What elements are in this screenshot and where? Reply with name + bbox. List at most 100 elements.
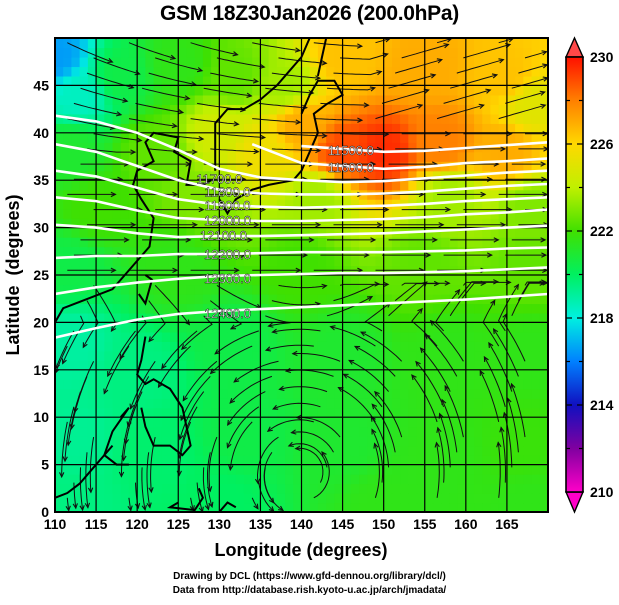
field-cell [63,474,73,485]
streamline-arrow [371,428,377,435]
streamline [488,342,513,392]
field-cell [359,104,368,115]
field-cell [219,38,229,49]
field-cell [326,256,335,267]
field-cell [235,312,245,323]
streamline [61,421,68,477]
field-cell [79,331,89,342]
field-cell [202,398,212,409]
field-cell [178,331,188,342]
field-cell [539,436,548,447]
field-cell [252,493,262,504]
field-cell [120,312,130,323]
field-cell [276,398,286,409]
field-cell [268,180,278,191]
field-cell [515,218,524,229]
field-cell [539,360,548,371]
field-cell [441,227,450,238]
field-cell [145,407,155,418]
field-cell [276,407,286,418]
streamline-arrow [291,350,298,357]
field-cell [293,388,303,399]
field-cell [227,132,237,143]
field-cell [104,113,114,124]
field-cell [268,170,278,181]
field-cell [317,284,327,295]
field-cell [178,502,188,512]
streamline [524,51,547,59]
field-cell [474,464,483,475]
field-cell [441,123,450,134]
field-cell [498,151,508,162]
field-cell [71,256,81,267]
field-cell [383,322,393,333]
streamline [196,482,203,512]
field-cell [71,493,81,504]
field-cell [268,350,278,361]
field-cell [317,180,327,191]
field-cell [424,66,434,77]
field-cell [350,445,360,456]
streamline-arrow [232,51,239,57]
field-cell [170,493,179,504]
field-cell [194,170,204,181]
field-cell [96,341,105,352]
field-cell [490,350,500,361]
field-cell [235,331,245,342]
field-cell [186,312,196,323]
field-cell [260,426,270,437]
field-cell [449,474,459,485]
field-cell [317,483,327,494]
field-cell [55,322,64,333]
field-cell [391,407,401,418]
streamline-arrow [233,377,240,383]
field-cell [153,388,163,399]
field-cell [359,445,368,456]
field-cell [178,85,188,96]
field-cell [523,38,533,49]
field-cell [153,66,163,77]
field-cell [137,151,146,162]
field-cell [317,388,327,399]
field-cell [465,312,475,323]
field-cell [235,265,245,276]
streamline-arrow [491,73,499,79]
field-cell [350,483,360,494]
x-tick-label: 155 [413,516,437,532]
field-cell [391,464,401,475]
field-cell [334,256,344,267]
field-cell [301,94,311,105]
field-cell [178,312,188,323]
streamline-arrow [146,502,152,509]
field-cell [490,493,500,504]
field-cell [416,38,426,49]
streamline [313,118,362,121]
field-cell [285,94,294,105]
field-cell [145,142,155,153]
field-cell [334,312,344,323]
field-cell [128,208,138,219]
field-cell [71,341,81,352]
field-cell [285,474,294,485]
field-cell [276,132,286,143]
field-cell [301,75,311,86]
field-cell [71,379,81,390]
field-cell [293,350,303,361]
field-cell [235,436,245,447]
field-cell [482,56,492,68]
field-cell [367,113,377,124]
field-cell [383,123,393,134]
streamline [444,385,464,438]
field-cell [506,417,516,428]
field-cell [441,151,450,162]
field-cell [301,483,311,494]
field-cell [194,350,204,361]
field-cell [112,256,122,267]
field-cell [539,113,548,124]
field-cell [96,331,105,342]
field-cell [531,417,541,428]
streamline-arrow [65,505,71,512]
field-cell [235,284,245,295]
field-cell [170,445,179,456]
field-cell [243,104,253,115]
